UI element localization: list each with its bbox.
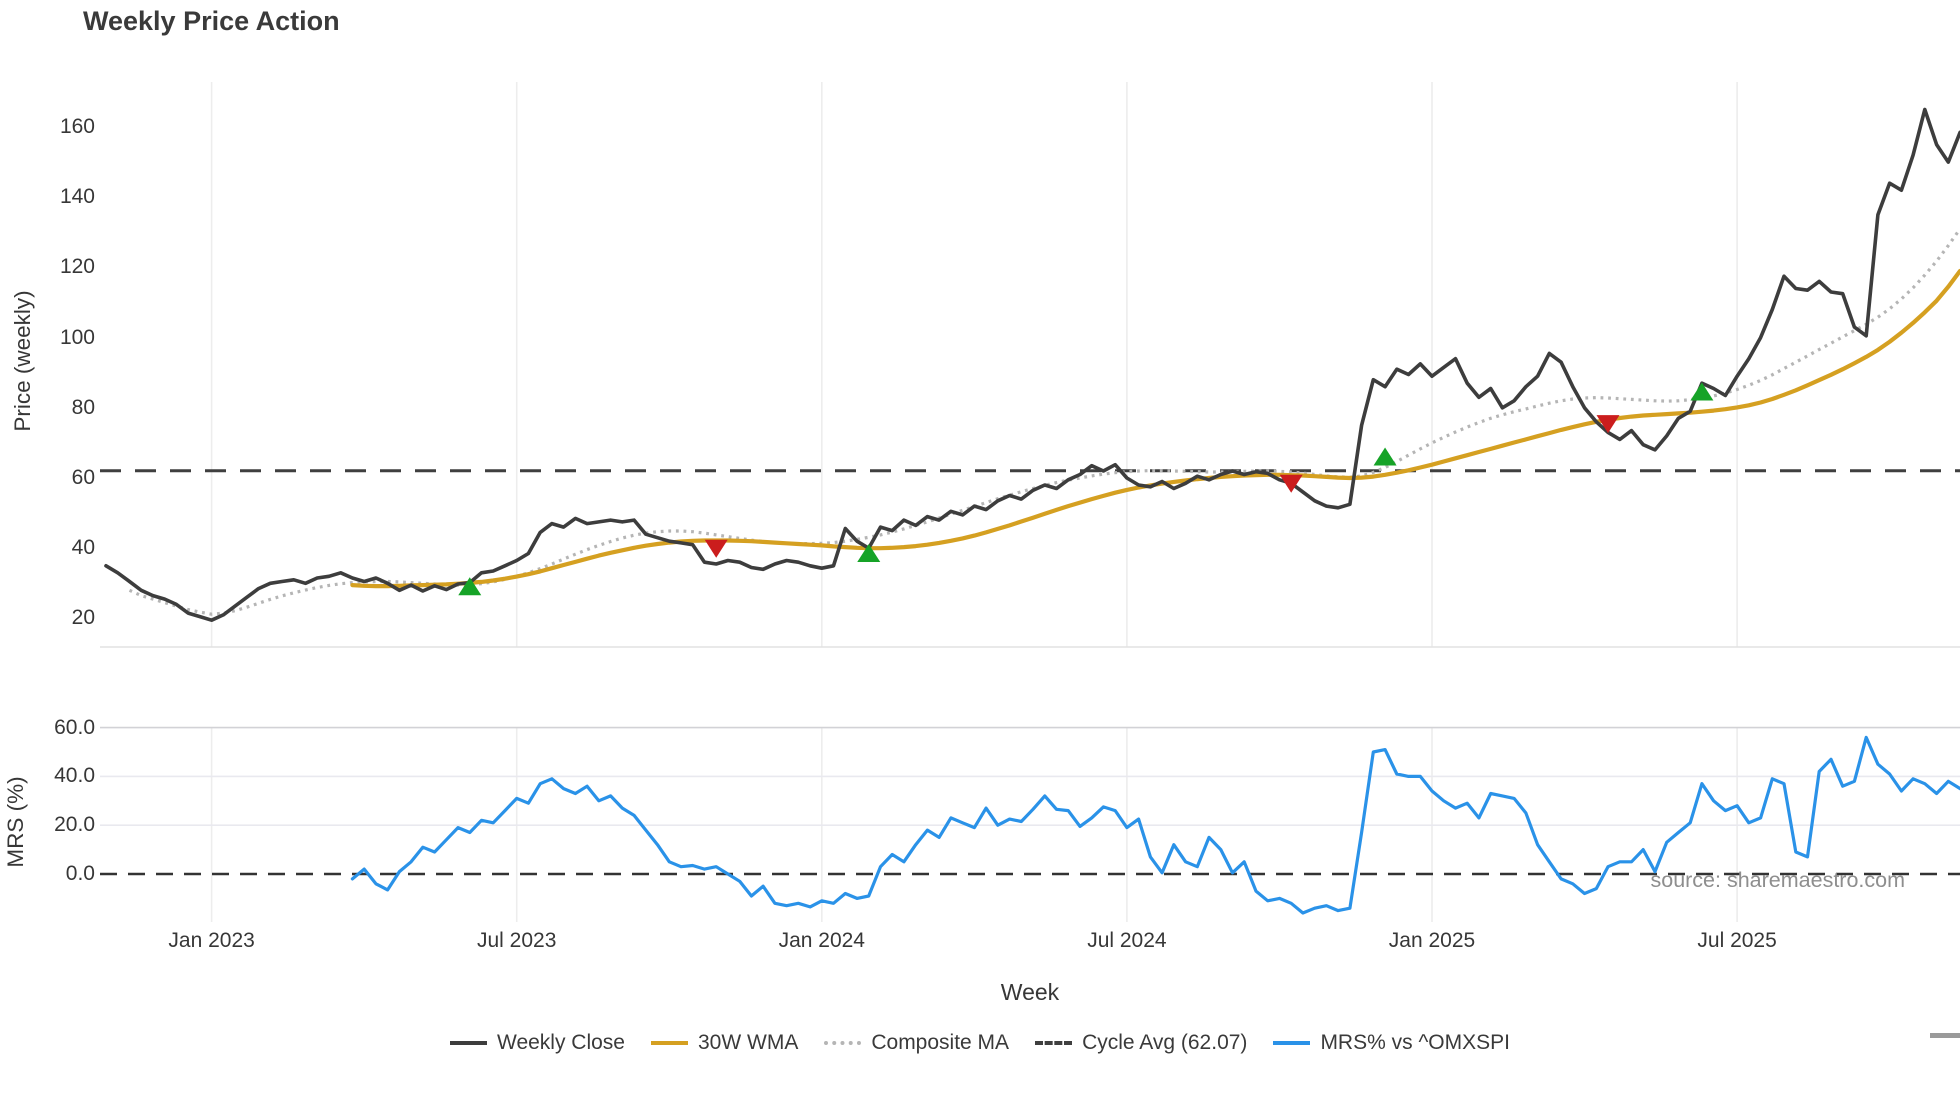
sell-signal-marker [704, 539, 728, 558]
x-tick-label: Jan 2023 [168, 929, 255, 952]
mrs-ytick-label: 60.0 [54, 715, 95, 739]
mrs-line [350, 735, 1960, 915]
price-ytick-label: 60 [71, 466, 95, 489]
price-ytick-label: 160 [59, 115, 95, 138]
legend-label: MRS% vs ^OMXSPI [1320, 1031, 1510, 1054]
legend-swatch [1273, 1041, 1311, 1045]
legend-swatch [824, 1041, 862, 1045]
price-ytick-label: 100 [59, 325, 95, 349]
price-ytick-label: 140 [59, 185, 95, 209]
buy-signal-marker [1373, 447, 1397, 466]
legend-label: Cycle Avg (62.07) [1082, 1031, 1248, 1054]
weekly-close-line [104, 107, 1960, 622]
x-tick-label: Jan 2025 [1388, 929, 1476, 952]
sell-signal-marker [1279, 474, 1303, 493]
composite-ma-line [128, 227, 1960, 616]
chart-legend: Weekly Close 30W WMA Composite MA Cycle Avg… [0, 1031, 1960, 1055]
x-axis-label: Week [1000, 979, 1060, 1005]
mrs-axis-label: MRS (%) [3, 776, 28, 868]
buy-signal-marker [458, 577, 482, 596]
mrs-ytick-label: 20.0 [54, 813, 95, 837]
x-tick-label: Jul 2025 [1697, 929, 1777, 952]
source-watermark: source: sharemaestro.com [1650, 868, 1905, 892]
legend-label: Composite MA [871, 1031, 1010, 1054]
price-ytick-label: 120 [59, 255, 95, 279]
buy-signal-marker [857, 543, 881, 562]
legend-item-weekly-close: Weekly Close [450, 1031, 625, 1055]
legend-item-cycle-avg-62-07-: Cycle Avg (62.07) [1035, 1031, 1247, 1055]
legend-swatch [1035, 1041, 1073, 1045]
sell-signal-marker [1596, 415, 1620, 434]
price-ytick-label: 20 [71, 606, 95, 630]
legend-item-composite-ma: Composite MA [824, 1031, 1009, 1055]
price-ytick-label: 40 [71, 536, 95, 560]
x-tick-label: Jan 2024 [778, 929, 865, 952]
legend-item-30w-wma: 30W WMA [651, 1031, 798, 1055]
x-tick-label: Jul 2024 [1087, 929, 1167, 952]
legend-label: 30W WMA [698, 1031, 799, 1054]
price-ytick-label: 80 [71, 395, 95, 419]
legend-item-mrs-vs-omxspi: MRS% vs ^OMXSPI [1273, 1031, 1510, 1055]
wma30-line [350, 268, 1960, 589]
legend-overflow-stub [1930, 1033, 1960, 1038]
buy-signal-marker [1690, 382, 1714, 401]
legend-swatch [651, 1041, 688, 1045]
mrs-ytick-label: 40.0 [54, 764, 95, 788]
mrs-ytick-label: 0.0 [65, 862, 95, 885]
legend-label: Weekly Close [497, 1031, 625, 1054]
page-title: Weekly Price Action [83, 6, 340, 36]
legend-swatch [450, 1041, 487, 1045]
x-tick-label: Jul 2023 [477, 929, 557, 952]
price-axis-label: Price (weekly) [10, 290, 35, 432]
